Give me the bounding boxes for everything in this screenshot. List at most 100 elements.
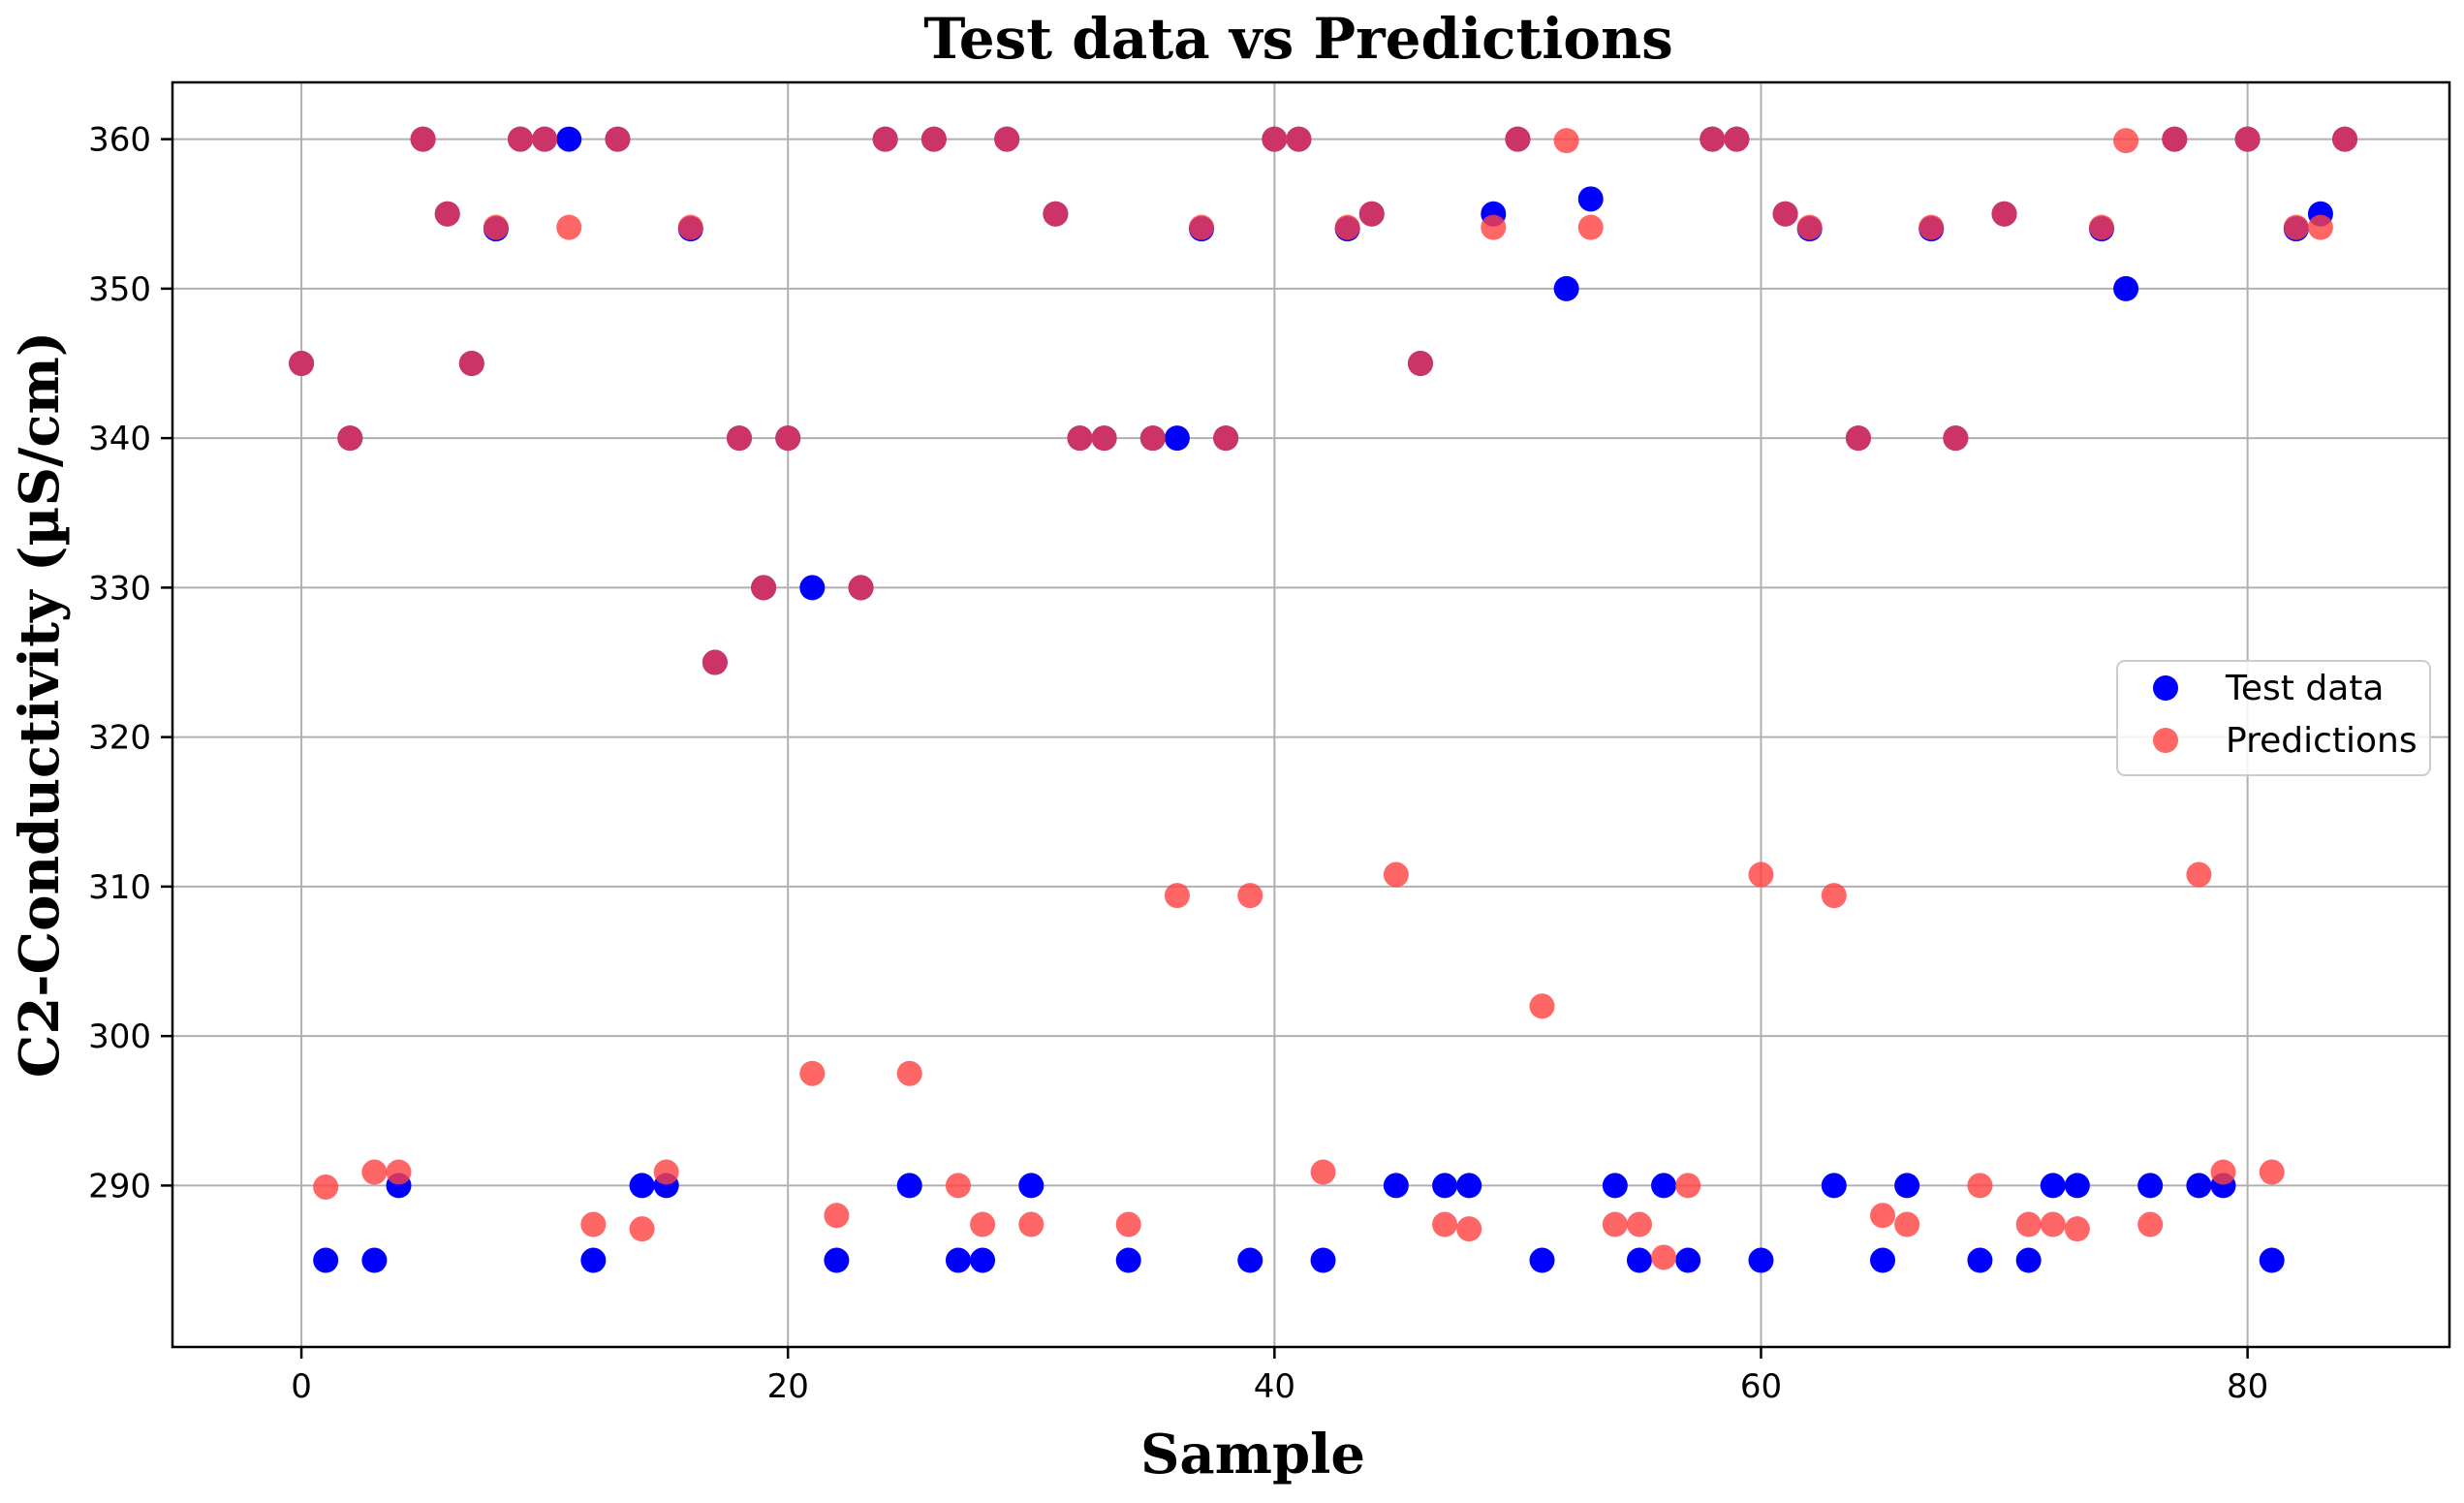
y-tick-label: 310 <box>88 868 151 907</box>
prediction-point <box>556 214 582 240</box>
prediction-point <box>1091 425 1117 452</box>
prediction-point <box>2259 1159 2285 1185</box>
prediction-point <box>1675 1173 1701 1199</box>
prediction-point <box>434 201 460 227</box>
test-data-point <box>313 1247 339 1273</box>
x-tick-label: 60 <box>1740 1367 1782 1406</box>
legend-label-test-data: Test data <box>2225 669 2384 708</box>
test-data-point <box>896 1173 922 1199</box>
test-data-point <box>1529 1247 1555 1273</box>
prediction-point <box>1262 126 1288 152</box>
prediction-point <box>2015 1211 2042 1237</box>
prediction-point <box>1870 1203 1896 1229</box>
prediction-point <box>1845 425 1871 452</box>
test-data-point <box>2113 275 2139 301</box>
prediction-point <box>1651 1244 1677 1270</box>
prediction-point <box>483 214 509 240</box>
test-data-point <box>1651 1173 1677 1199</box>
test-data-point <box>945 1247 971 1273</box>
y-axis-label: C2-Conductivity (µS/cm) <box>8 331 72 1078</box>
prediction-point <box>1043 201 1069 227</box>
legend-label-predictions: Predictions <box>2226 721 2417 761</box>
prediction-point <box>313 1174 339 1200</box>
prediction-point <box>994 126 1020 152</box>
grid-lines <box>172 82 2449 1347</box>
x-axis-label: Sample <box>1140 1423 1365 1487</box>
prediction-point <box>1602 1211 1628 1237</box>
prediction-point <box>361 1159 388 1185</box>
prediction-point <box>2113 128 2139 154</box>
test-data-point <box>2040 1173 2066 1199</box>
prediction-point <box>410 126 436 152</box>
prediction-point <box>2332 126 2358 152</box>
legend: Test data Predictions <box>2116 660 2431 776</box>
prediction-point <box>1700 126 1726 152</box>
prediction-point <box>1310 1159 1336 1185</box>
test-data-point <box>1894 1173 1920 1199</box>
prediction-point <box>945 1173 971 1199</box>
prediction-point <box>677 214 703 240</box>
prediction-point <box>799 1060 826 1086</box>
prediction-point <box>2283 214 2309 240</box>
prediction-point <box>1189 214 1215 240</box>
prediction-point <box>1115 1211 1141 1237</box>
prediction-point <box>629 1216 655 1242</box>
plot-area-frame <box>171 80 2451 1349</box>
prediction-point <box>2307 214 2333 240</box>
chart-title: Test data vs Predictions <box>923 6 1673 72</box>
prediction-point <box>824 1203 850 1229</box>
prediction-point <box>2064 1216 2090 1242</box>
prediction-point <box>1772 201 1798 227</box>
test-data-point <box>1675 1247 1701 1273</box>
legend-box <box>2116 660 2431 776</box>
x-tick-label: 20 <box>767 1367 809 1406</box>
prediction-point <box>1724 126 1750 152</box>
test-data-point <box>1456 1173 1482 1199</box>
data-points <box>289 126 2358 1273</box>
prediction-point <box>1358 201 1385 227</box>
test-data-point <box>1602 1173 1628 1199</box>
test-data-point <box>361 1247 388 1273</box>
prediction-point <box>337 425 363 452</box>
prediction-point <box>653 1159 679 1185</box>
prediction-point <box>1553 128 1579 154</box>
test-data-point <box>1748 1247 1774 1273</box>
prediction-point <box>1796 214 1823 240</box>
prediction-point <box>1456 1216 1482 1242</box>
prediction-point <box>1918 214 1945 240</box>
prediction-point <box>2088 214 2114 240</box>
test-data-point <box>1626 1247 1652 1273</box>
prediction-point <box>1991 201 2017 227</box>
prediction-point <box>1943 425 1969 452</box>
test-data-point <box>1383 1173 1409 1199</box>
prediction-point <box>775 425 801 452</box>
legend-marker-test-data <box>2153 675 2178 701</box>
y-tick-label: 330 <box>88 569 151 608</box>
test-data-point <box>2137 1173 2164 1199</box>
prediction-point <box>1626 1211 1652 1237</box>
prediction-point <box>1481 214 1507 240</box>
test-data-point <box>1553 275 1579 301</box>
y-tick-label: 360 <box>88 121 151 160</box>
series-test-data <box>289 126 2358 1273</box>
test-data-point <box>1310 1247 1336 1273</box>
test-data-point <box>1577 186 1604 212</box>
prediction-point <box>1018 1211 1045 1237</box>
prediction-point <box>1237 883 1263 909</box>
x-tick-label: 0 <box>291 1367 312 1406</box>
prediction-point <box>2137 1211 2164 1237</box>
prediction-point <box>1334 214 1360 240</box>
prediction-point <box>1577 214 1604 240</box>
prediction-point <box>289 351 315 376</box>
test-data-point <box>1432 1173 1458 1199</box>
prediction-point <box>896 1060 922 1086</box>
y-tick-label: 290 <box>88 1167 151 1206</box>
y-tick-label: 300 <box>88 1018 151 1056</box>
test-data-point <box>824 1247 850 1273</box>
prediction-point <box>751 575 777 601</box>
test-data-point <box>580 1247 607 1273</box>
test-data-point <box>799 575 826 601</box>
prediction-point <box>1067 425 1093 452</box>
test-data-point <box>1821 1173 1847 1199</box>
